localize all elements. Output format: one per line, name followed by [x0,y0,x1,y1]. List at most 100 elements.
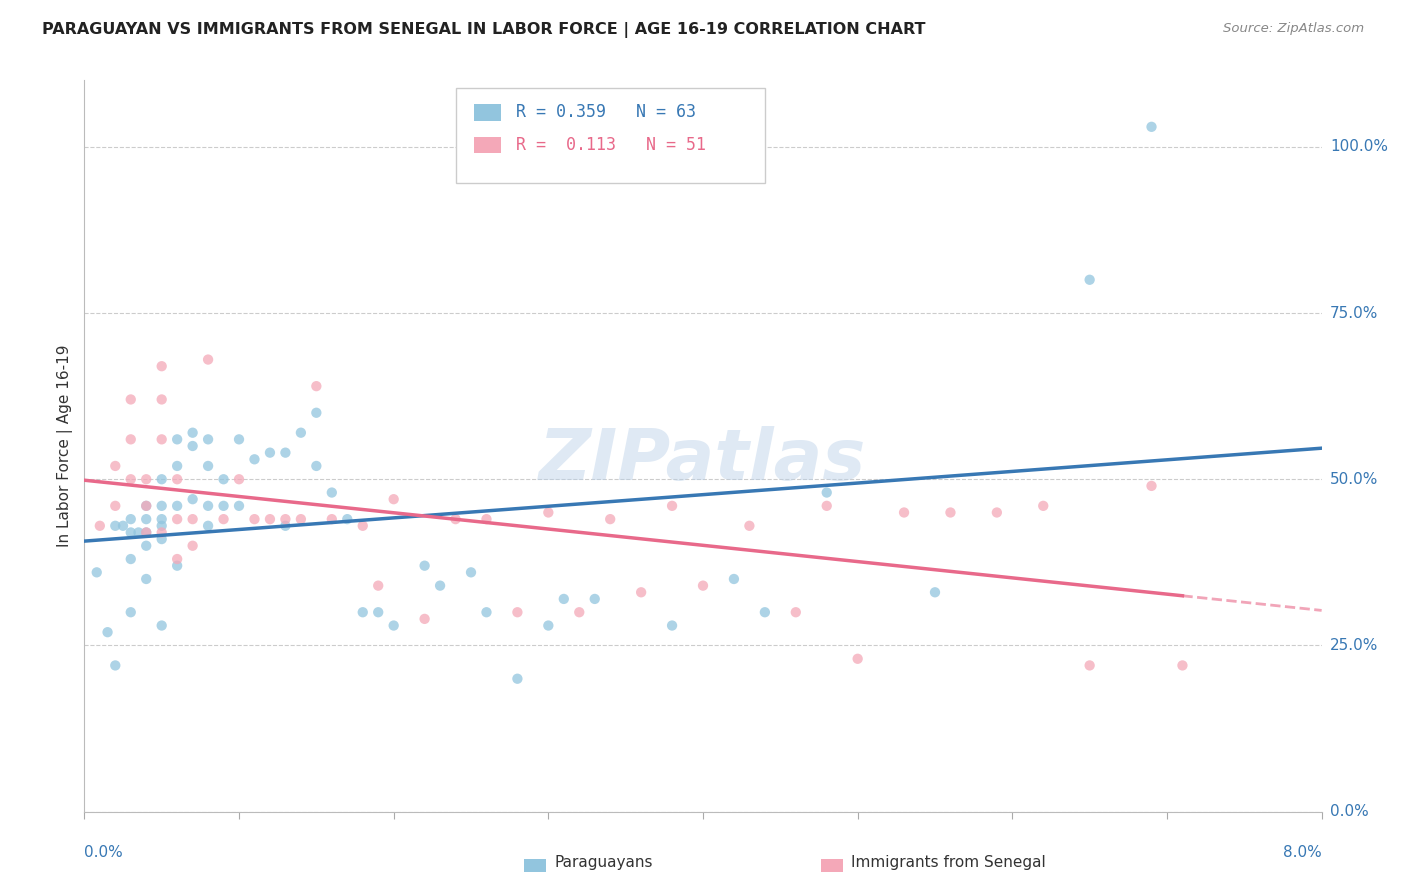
Point [96,625,118,640]
Point [104,658,127,673]
Point [382,618,405,632]
Point [86,566,108,580]
FancyBboxPatch shape [523,859,546,872]
Point [135,499,157,513]
Point [166,558,188,573]
Text: 0.0%: 0.0% [1330,805,1368,819]
Point [568,605,591,619]
Point [630,585,652,599]
Point [150,518,173,533]
Text: 8.0%: 8.0% [1282,845,1322,860]
Point [166,499,188,513]
Point [150,392,173,407]
Point [228,499,250,513]
Point [120,605,142,619]
Point [197,518,219,533]
Point [583,591,606,606]
Text: 100.0%: 100.0% [1330,139,1388,154]
Point [135,525,157,540]
Point [1171,658,1194,673]
Point [846,652,869,666]
Point [150,472,173,486]
Point [166,458,188,473]
Point [135,539,157,553]
Point [181,425,204,440]
Point [893,506,915,520]
Text: ZIPatlas: ZIPatlas [540,426,866,495]
Point [166,552,188,566]
Point [228,472,250,486]
Point [413,558,436,573]
Point [150,499,173,513]
Point [259,445,281,459]
Point [305,406,328,420]
Point [290,425,312,440]
Point [181,512,204,526]
Text: 0.0%: 0.0% [84,845,124,860]
Point [150,525,173,540]
Point [599,512,621,526]
FancyBboxPatch shape [456,87,765,183]
Point [537,618,560,632]
Point [924,585,946,599]
Y-axis label: In Labor Force | Age 16-19: In Labor Force | Age 16-19 [58,344,73,548]
FancyBboxPatch shape [821,859,842,872]
Point [212,512,235,526]
Point [506,605,529,619]
Point [228,433,250,447]
Point [166,512,188,526]
Point [321,485,343,500]
Point [104,458,127,473]
Point [1078,658,1101,673]
Text: Paraguayans: Paraguayans [554,855,652,871]
Point [274,445,297,459]
Text: 25.0%: 25.0% [1330,638,1378,653]
Point [785,605,807,619]
Point [274,518,297,533]
Point [104,518,127,533]
Text: 75.0%: 75.0% [1330,306,1378,320]
Point [243,512,266,526]
Point [1078,273,1101,287]
Point [429,579,451,593]
Point [352,518,374,533]
Point [166,472,188,486]
Point [120,433,142,447]
Point [754,605,776,619]
Point [444,512,467,526]
Point [135,525,157,540]
Point [815,499,838,513]
Point [104,499,127,513]
FancyBboxPatch shape [474,104,502,120]
Point [150,433,173,447]
Point [815,485,838,500]
Point [305,458,328,473]
Point [321,512,343,526]
Point [290,512,312,526]
Point [661,618,683,632]
Point [1140,120,1163,134]
Point [135,512,157,526]
Point [120,552,142,566]
Point [197,352,219,367]
Point [661,499,683,513]
Text: Immigrants from Senegal: Immigrants from Senegal [852,855,1046,871]
Point [212,472,235,486]
Point [243,452,266,467]
FancyBboxPatch shape [474,137,502,153]
Point [336,512,359,526]
Text: Source: ZipAtlas.com: Source: ZipAtlas.com [1223,22,1364,36]
Point [475,512,498,526]
Point [367,579,389,593]
Point [150,359,173,374]
Point [1140,479,1163,493]
Point [460,566,482,580]
Point [1032,499,1054,513]
Point [150,512,173,526]
Point [475,605,498,619]
Point [274,512,297,526]
Point [197,499,219,513]
Point [352,605,374,619]
Point [723,572,745,586]
Point [367,605,389,619]
